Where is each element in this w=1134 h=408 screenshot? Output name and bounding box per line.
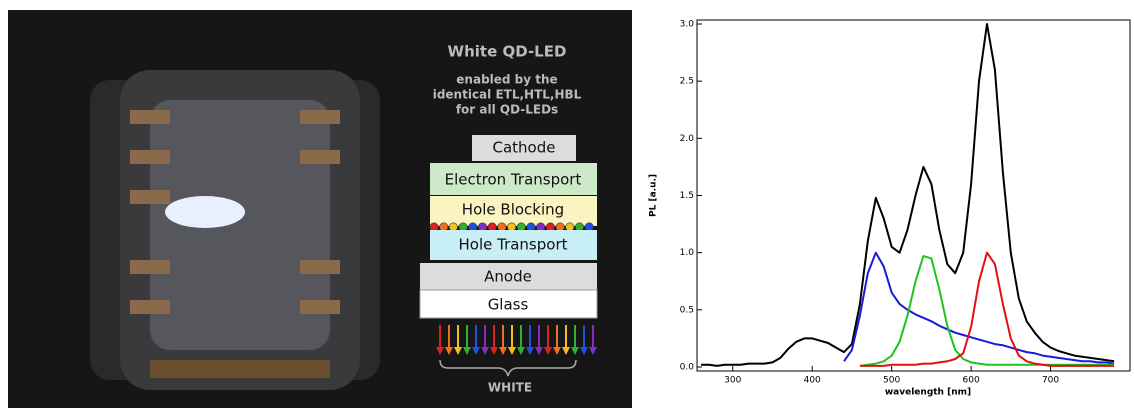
output-label: WHITE [488, 381, 532, 395]
y-tick-label: 1.5 [680, 191, 694, 201]
dot [469, 223, 477, 231]
chart: 0.0 0.5 1.0 1.5 2.0 2.5 3.0 300 400 500 600 700 wave… [649, 20, 1131, 398]
dot [440, 223, 448, 231]
dot [585, 223, 593, 231]
dot [430, 223, 438, 231]
layer-label: Glass [488, 296, 529, 314]
dot [556, 223, 564, 231]
quantum-dots [430, 223, 594, 231]
diagram-subtitle: enabled by the [456, 73, 557, 87]
dot [488, 223, 496, 231]
dot [527, 223, 535, 231]
diagram-subtitle: for all QD-LEDs [456, 103, 558, 117]
x-axis-label: wavelength [nm] [885, 388, 971, 398]
dot [566, 223, 574, 231]
series-line [860, 253, 1114, 366]
dot [517, 223, 525, 231]
x-tick-label: 700 [1042, 376, 1059, 386]
dot [459, 223, 467, 231]
y-axis-label: PL [a.u.] [649, 174, 659, 217]
dot [498, 223, 506, 231]
y-tick-label: 0.0 [680, 363, 695, 373]
dot [478, 223, 486, 231]
layer-label: Hole Blocking [462, 201, 564, 219]
diagram-subtitle: identical ETL,HTL,HBL [433, 88, 582, 102]
series-line [860, 256, 1114, 366]
plot-frame [697, 20, 1130, 371]
series-line [844, 253, 1114, 364]
dot [546, 223, 554, 231]
x-tick-label: 600 [963, 376, 980, 386]
x-tick-label: 300 [724, 376, 741, 386]
device-photo [90, 70, 380, 390]
y-tick-label: 1.0 [680, 248, 695, 258]
y-tick-label: 2.0 [680, 134, 695, 144]
dot [575, 223, 583, 231]
layer-label: Anode [484, 268, 532, 286]
layer-label: Hole Transport [458, 236, 567, 254]
y-tick-label: 3.0 [680, 20, 695, 30]
layer-label: Electron Transport [445, 171, 582, 189]
diagram-title: White QD-LED [448, 43, 567, 61]
page: White QD-LED enabled by the identical ET… [0, 0, 1134, 408]
y-tick-label: 2.5 [680, 77, 694, 87]
x-tick-label: 500 [883, 376, 900, 386]
dot [507, 223, 515, 231]
x-tick-label: 400 [804, 376, 821, 386]
dot [537, 223, 545, 231]
layer-label: Cathode [493, 139, 556, 157]
dot [449, 223, 457, 231]
y-tick-label: 0.5 [680, 305, 694, 315]
